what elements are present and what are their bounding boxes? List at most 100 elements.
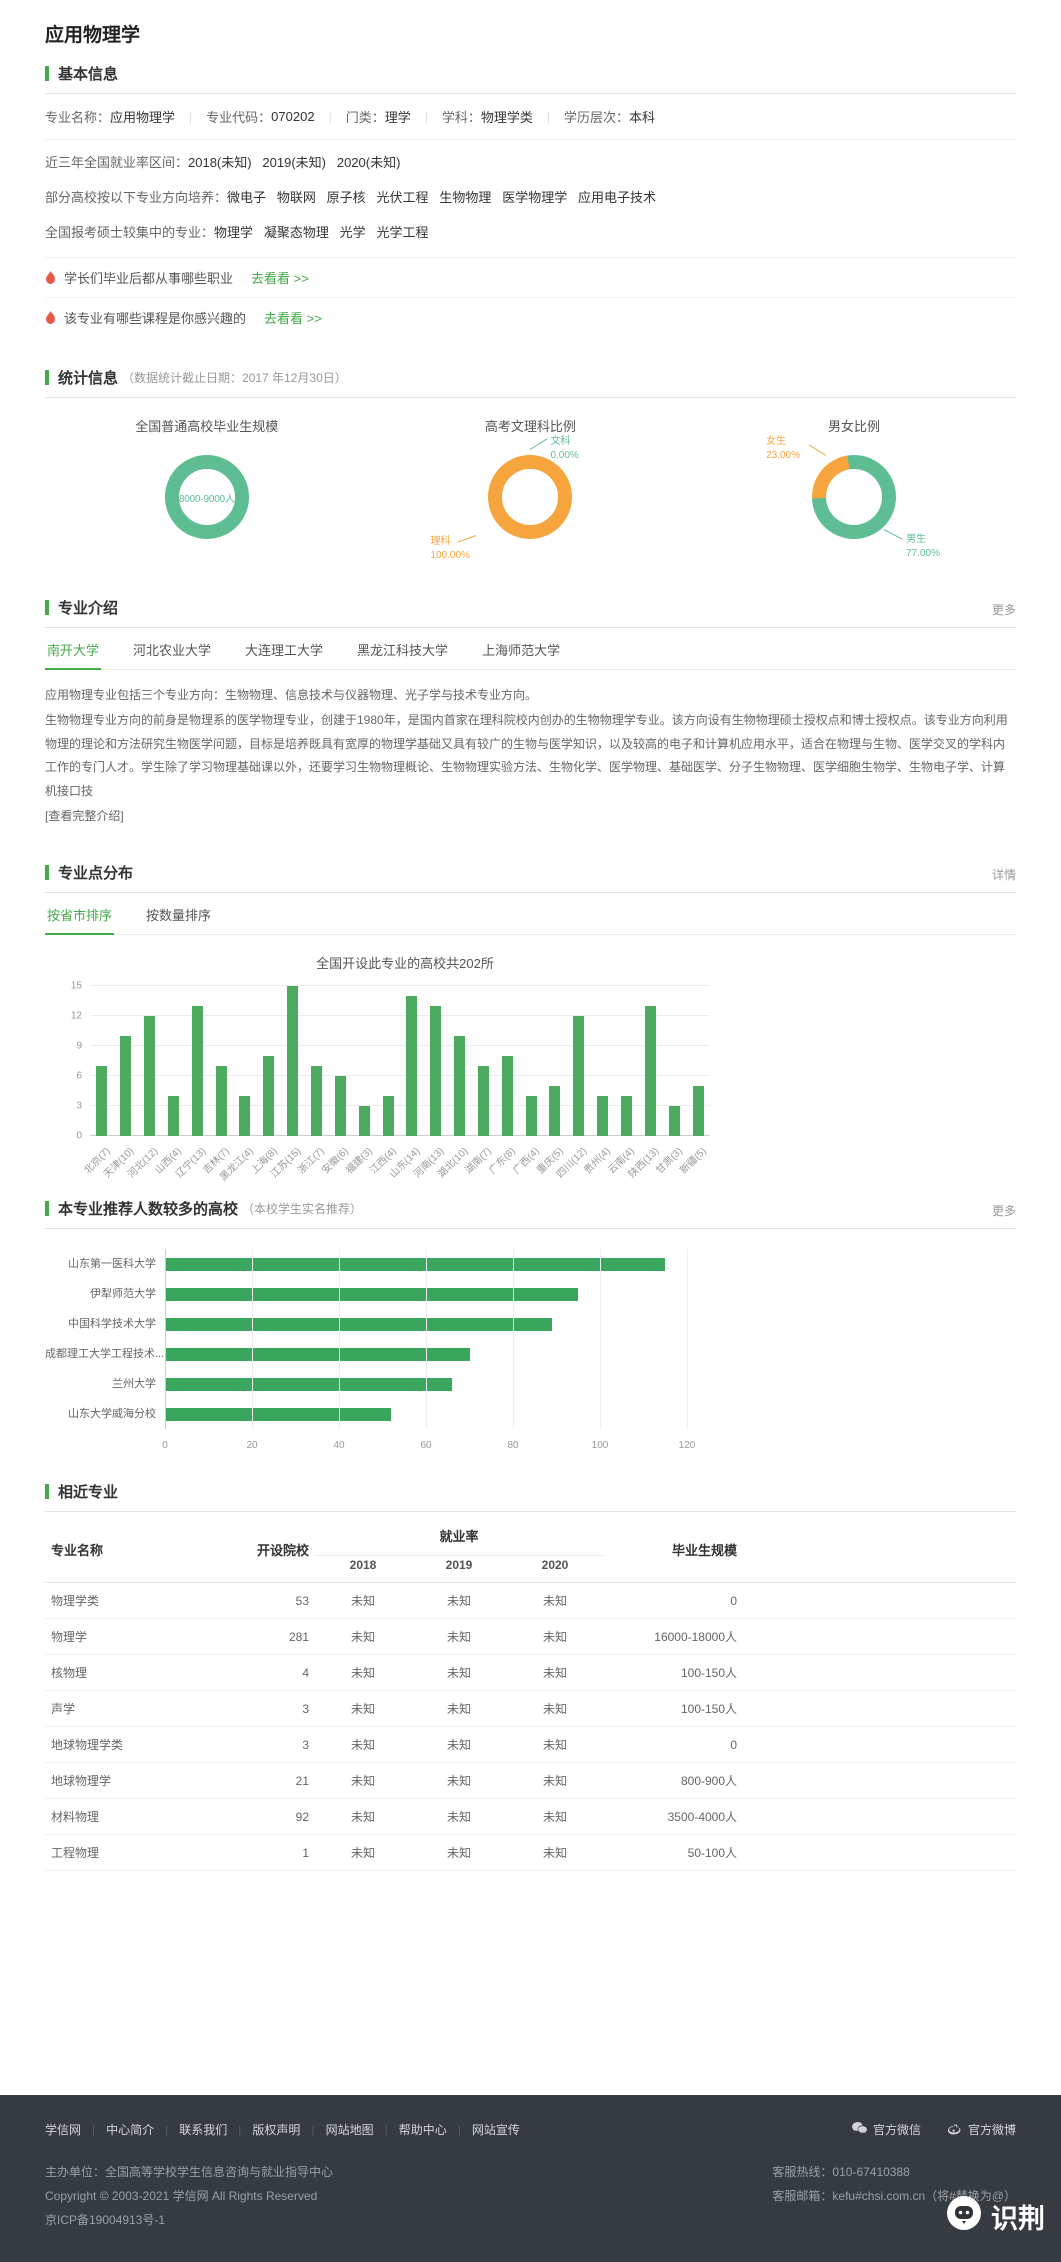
- gridline: [90, 1015, 710, 1017]
- cell-schools: 92: [205, 1798, 315, 1836]
- table-row: 核物理 4 未知 未知 未知 100-150人: [45, 1654, 1016, 1692]
- basic-info-rows: 近三年全国就业率区间：2018(未知) 2019(未知) 2020(未知) 部分…: [45, 140, 1016, 258]
- bar-column: 北京(7): [82, 986, 114, 1177]
- footer-link[interactable]: 学信网: [45, 2123, 82, 2137]
- page-title: 应用物理学: [45, 25, 141, 46]
- school-bar: [165, 1407, 392, 1421]
- watermark-text: 识荆: [991, 2204, 1045, 2234]
- bar-column: 上海(8): [249, 986, 281, 1177]
- promo-courses[interactable]: 该专业有哪些课程是你感兴趣的 去看看 >>: [45, 297, 1016, 337]
- footer-link[interactable]: 网站地图: [300, 2121, 374, 2138]
- section-recommend: 本专业推荐人数较多的高校 （本校学生实名推荐） 更多 山东第一医科大学 伊犁师范大…: [45, 1198, 1016, 1451]
- intro-university-tabs: 南开大学 河北农业大学 大连理工大学 黑龙江科技大学 上海师范大学: [45, 628, 1016, 670]
- tab-university[interactable]: 河北农业大学: [133, 643, 212, 658]
- cell-2020: 未知: [507, 1726, 604, 1764]
- official-weibo[interactable]: 官方微博: [947, 2121, 1016, 2138]
- row-label: 部分高校按以下专业方向培养：: [45, 190, 228, 205]
- bar-column: 天津(10): [102, 986, 138, 1181]
- distribution-detail-link[interactable]: 详情: [991, 868, 1016, 883]
- row-value: 微电子 物联网 原子核 光伏工程 生物物理 医学物理学 应用电子技术: [227, 190, 657, 205]
- y-tick-label: 9: [76, 1040, 82, 1052]
- donut-title: 高考文理科比例: [484, 419, 576, 434]
- footer-link[interactable]: 联系我们: [154, 2121, 227, 2138]
- bar-column: 河南(13): [412, 986, 448, 1181]
- promo-careers[interactable]: 学长们毕业后都从事哪些职业 去看看 >>: [45, 258, 1016, 297]
- cell-filler: [743, 1726, 1016, 1764]
- weibo-icon: [947, 2122, 962, 2138]
- intro-more-link[interactable]: 更多: [991, 603, 1016, 617]
- footer-link[interactable]: 版权声明: [227, 2121, 300, 2138]
- cell-schools: 53: [205, 1582, 315, 1620]
- divider: [175, 109, 206, 124]
- label-leader-line: [883, 529, 902, 540]
- gridline: [513, 1249, 514, 1430]
- province-bar: [334, 1076, 346, 1137]
- table-row: 物理学类 53 未知 未知 未知 0: [45, 1582, 1016, 1620]
- cell-2018: 未知: [315, 1654, 411, 1692]
- slice-name: 理科: [430, 536, 451, 547]
- shijing-watermark[interactable]: 识荆: [946, 2195, 1045, 2238]
- cell-schools: 3: [205, 1726, 315, 1764]
- tab-sort-by-count[interactable]: 按数量排序: [146, 908, 212, 924]
- slice-label-like: 理科 100.00%: [430, 535, 469, 562]
- bar-column: 山东(14): [388, 986, 424, 1181]
- bar-row: [165, 1309, 687, 1339]
- col-header-schools: 开设院校: [256, 1542, 309, 1558]
- table-row: 工程物理 1 未知 未知 未知 50-100人: [45, 1834, 1016, 1872]
- cell-schools: 3: [205, 1690, 315, 1728]
- tab-university[interactable]: 上海师范大学: [482, 643, 561, 658]
- cell-filler: [743, 1654, 1016, 1692]
- meta-label: 学历层次：: [564, 110, 630, 125]
- cell-2020: 未知: [507, 1834, 604, 1872]
- subject-ratio-donut: [488, 455, 573, 539]
- gridline: [90, 1135, 710, 1137]
- view-full-intro-link[interactable]: [查看完整介绍]: [45, 808, 124, 823]
- province-bar: [620, 1096, 632, 1137]
- tab-university[interactable]: 南开大学: [45, 628, 102, 670]
- official-wechat[interactable]: 官方微信: [852, 2121, 921, 2138]
- province-bar: [239, 1096, 251, 1137]
- intro-paragraph: 应用物理专业包括三个专业方向：生物物理、信息技术与仪器物理、光子学与技术专业方向…: [45, 688, 538, 702]
- donut-chart-wrap: 女生 23.00% 男生 77.00%: [744, 436, 964, 567]
- gridline: [426, 1249, 427, 1430]
- cell-2020: 未知: [507, 1798, 604, 1836]
- footer-link[interactable]: 网站宣传: [447, 2121, 520, 2138]
- province-bar: [501, 1056, 513, 1137]
- promo-link[interactable]: 去看看 >>: [251, 271, 309, 286]
- cell-schools: 21: [205, 1762, 315, 1800]
- cell-schools: 1: [205, 1834, 315, 1872]
- bar-column: 湖北(10): [436, 986, 472, 1181]
- x-tick-label: 60: [420, 1440, 432, 1452]
- row-label: 全国报考硕士较集中的专业：: [45, 225, 215, 240]
- bar-row: [165, 1369, 687, 1399]
- province-bar: [668, 1106, 680, 1137]
- donut-title: 男女比例: [828, 419, 881, 434]
- slice-pct: 77.00%: [906, 547, 940, 559]
- col-header-scale: 毕业生规模: [672, 1542, 738, 1558]
- meta-value: 本科: [629, 110, 656, 125]
- footer-link[interactable]: 中心简介: [81, 2121, 154, 2138]
- promo-link[interactable]: 去看看 >>: [264, 311, 322, 326]
- slice-pct: 23.00%: [766, 449, 800, 461]
- bar-column: 陕西(13): [626, 986, 662, 1181]
- cell-2020: 未知: [507, 1690, 604, 1728]
- bar-column: 江西(4): [368, 986, 400, 1177]
- cell-name: 材料物理: [45, 1798, 205, 1836]
- cell-2018: 未知: [315, 1834, 411, 1872]
- tab-sort-by-province[interactable]: 按省市排序: [45, 893, 115, 936]
- tab-university[interactable]: 黑龙江科技大学: [357, 643, 449, 658]
- cell-filler: [743, 1762, 1016, 1800]
- bar-column: 湖南(7): [463, 986, 496, 1177]
- gridline: [687, 1249, 688, 1430]
- school-label: 山东大学威海分校: [68, 1408, 156, 1421]
- x-tick-label: 0: [162, 1440, 168, 1452]
- province-bar: [358, 1106, 370, 1137]
- footer-link[interactable]: 帮助中心: [374, 2121, 447, 2138]
- tab-university[interactable]: 大连理工大学: [245, 643, 324, 658]
- chart-title: 全国开设此专业的高校共202所: [316, 956, 494, 972]
- recommend-more-link[interactable]: 更多: [991, 1204, 1016, 1219]
- cell-2019: 未知: [411, 1726, 507, 1764]
- table-row: 物理学 281 未知 未知 未知 16000-18000人: [45, 1618, 1016, 1656]
- cell-2019: 未知: [411, 1654, 507, 1692]
- bar-column: 浙江(7): [297, 986, 329, 1177]
